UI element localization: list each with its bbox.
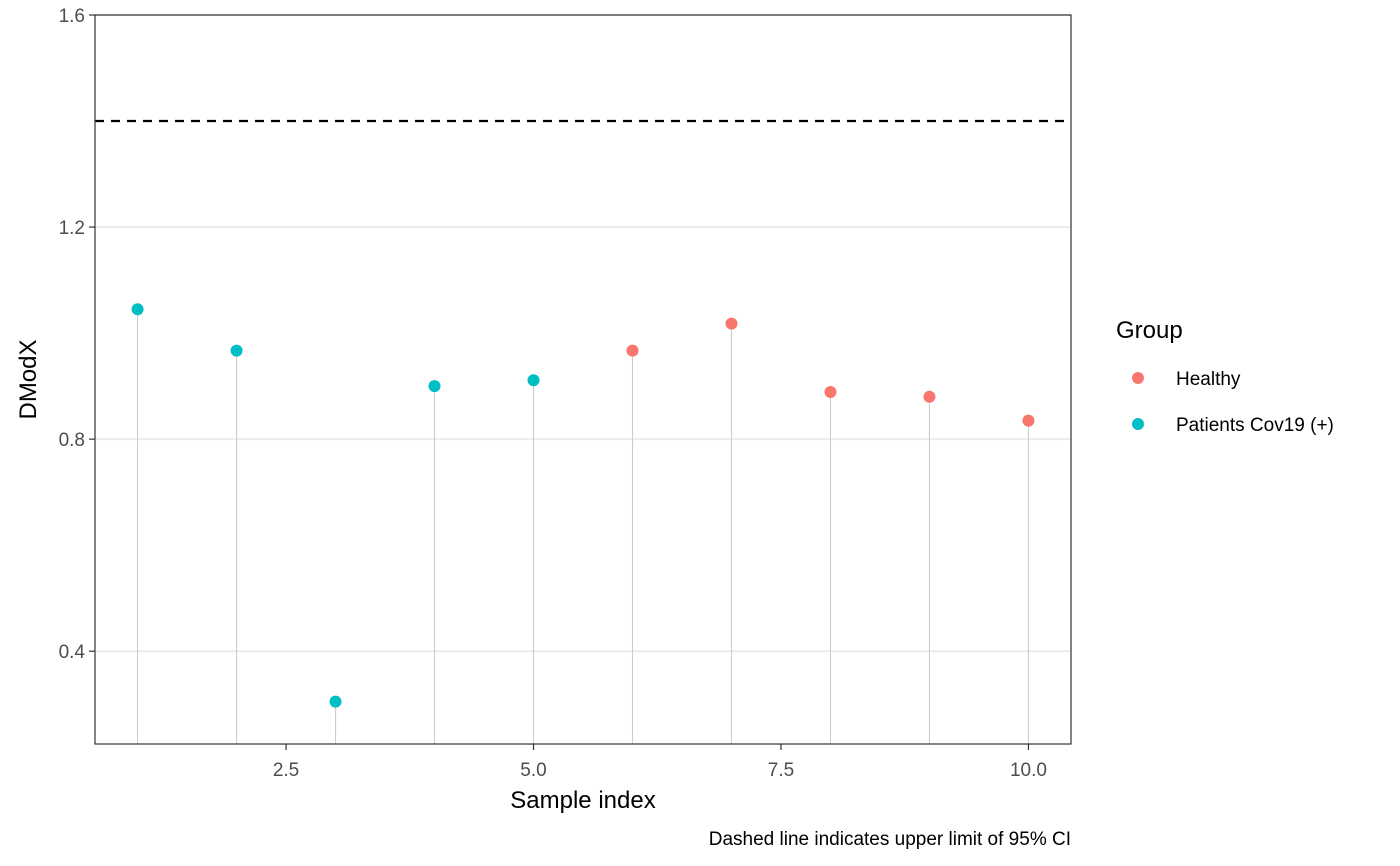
x-tick-label: 7.5 <box>768 760 794 781</box>
data-point <box>725 317 738 330</box>
y-axis-ticks: 0.4 0.8 1.2 1.6 <box>59 6 95 663</box>
x-tick-label: 5.0 <box>520 760 546 781</box>
data-point <box>923 390 936 403</box>
y-axis-title: DModX <box>15 339 42 419</box>
x-axis-ticks: 2.5 5.0 7.5 10.0 <box>273 744 1047 781</box>
legend-title: Group <box>1116 317 1183 344</box>
data-point <box>527 374 540 387</box>
legend-label: Patients Cov19 (+) <box>1176 415 1334 436</box>
y-tick-label: 1.6 <box>59 6 85 27</box>
data-point <box>1022 414 1035 427</box>
legend-key <box>1132 418 1144 430</box>
legend-entries: Healthy Patients Cov19 (+) <box>1132 369 1334 436</box>
data-point <box>626 344 639 357</box>
data-point <box>230 344 243 357</box>
legend-label: Healthy <box>1176 369 1241 390</box>
y-tick-label: 0.4 <box>59 642 86 663</box>
data-point <box>131 303 144 316</box>
x-tick-label: 2.5 <box>273 760 299 781</box>
data-point <box>329 695 342 708</box>
point-stems <box>137 309 1029 744</box>
data-points <box>131 303 1035 708</box>
gridlines <box>95 14 1071 653</box>
plot-panel <box>94 14 1072 745</box>
data-point <box>428 380 441 393</box>
legend-key <box>1132 372 1144 384</box>
x-axis-title: Sample index <box>510 787 655 814</box>
legend: Group Healthy Patients Cov19 (+) <box>1116 317 1334 436</box>
x-tick-label: 10.0 <box>1010 760 1047 781</box>
y-tick-label: 0.8 <box>59 430 85 451</box>
data-point <box>824 385 837 398</box>
y-tick-label: 1.2 <box>59 218 85 239</box>
chart-caption: Dashed line indicates upper limit of 95%… <box>709 829 1071 850</box>
